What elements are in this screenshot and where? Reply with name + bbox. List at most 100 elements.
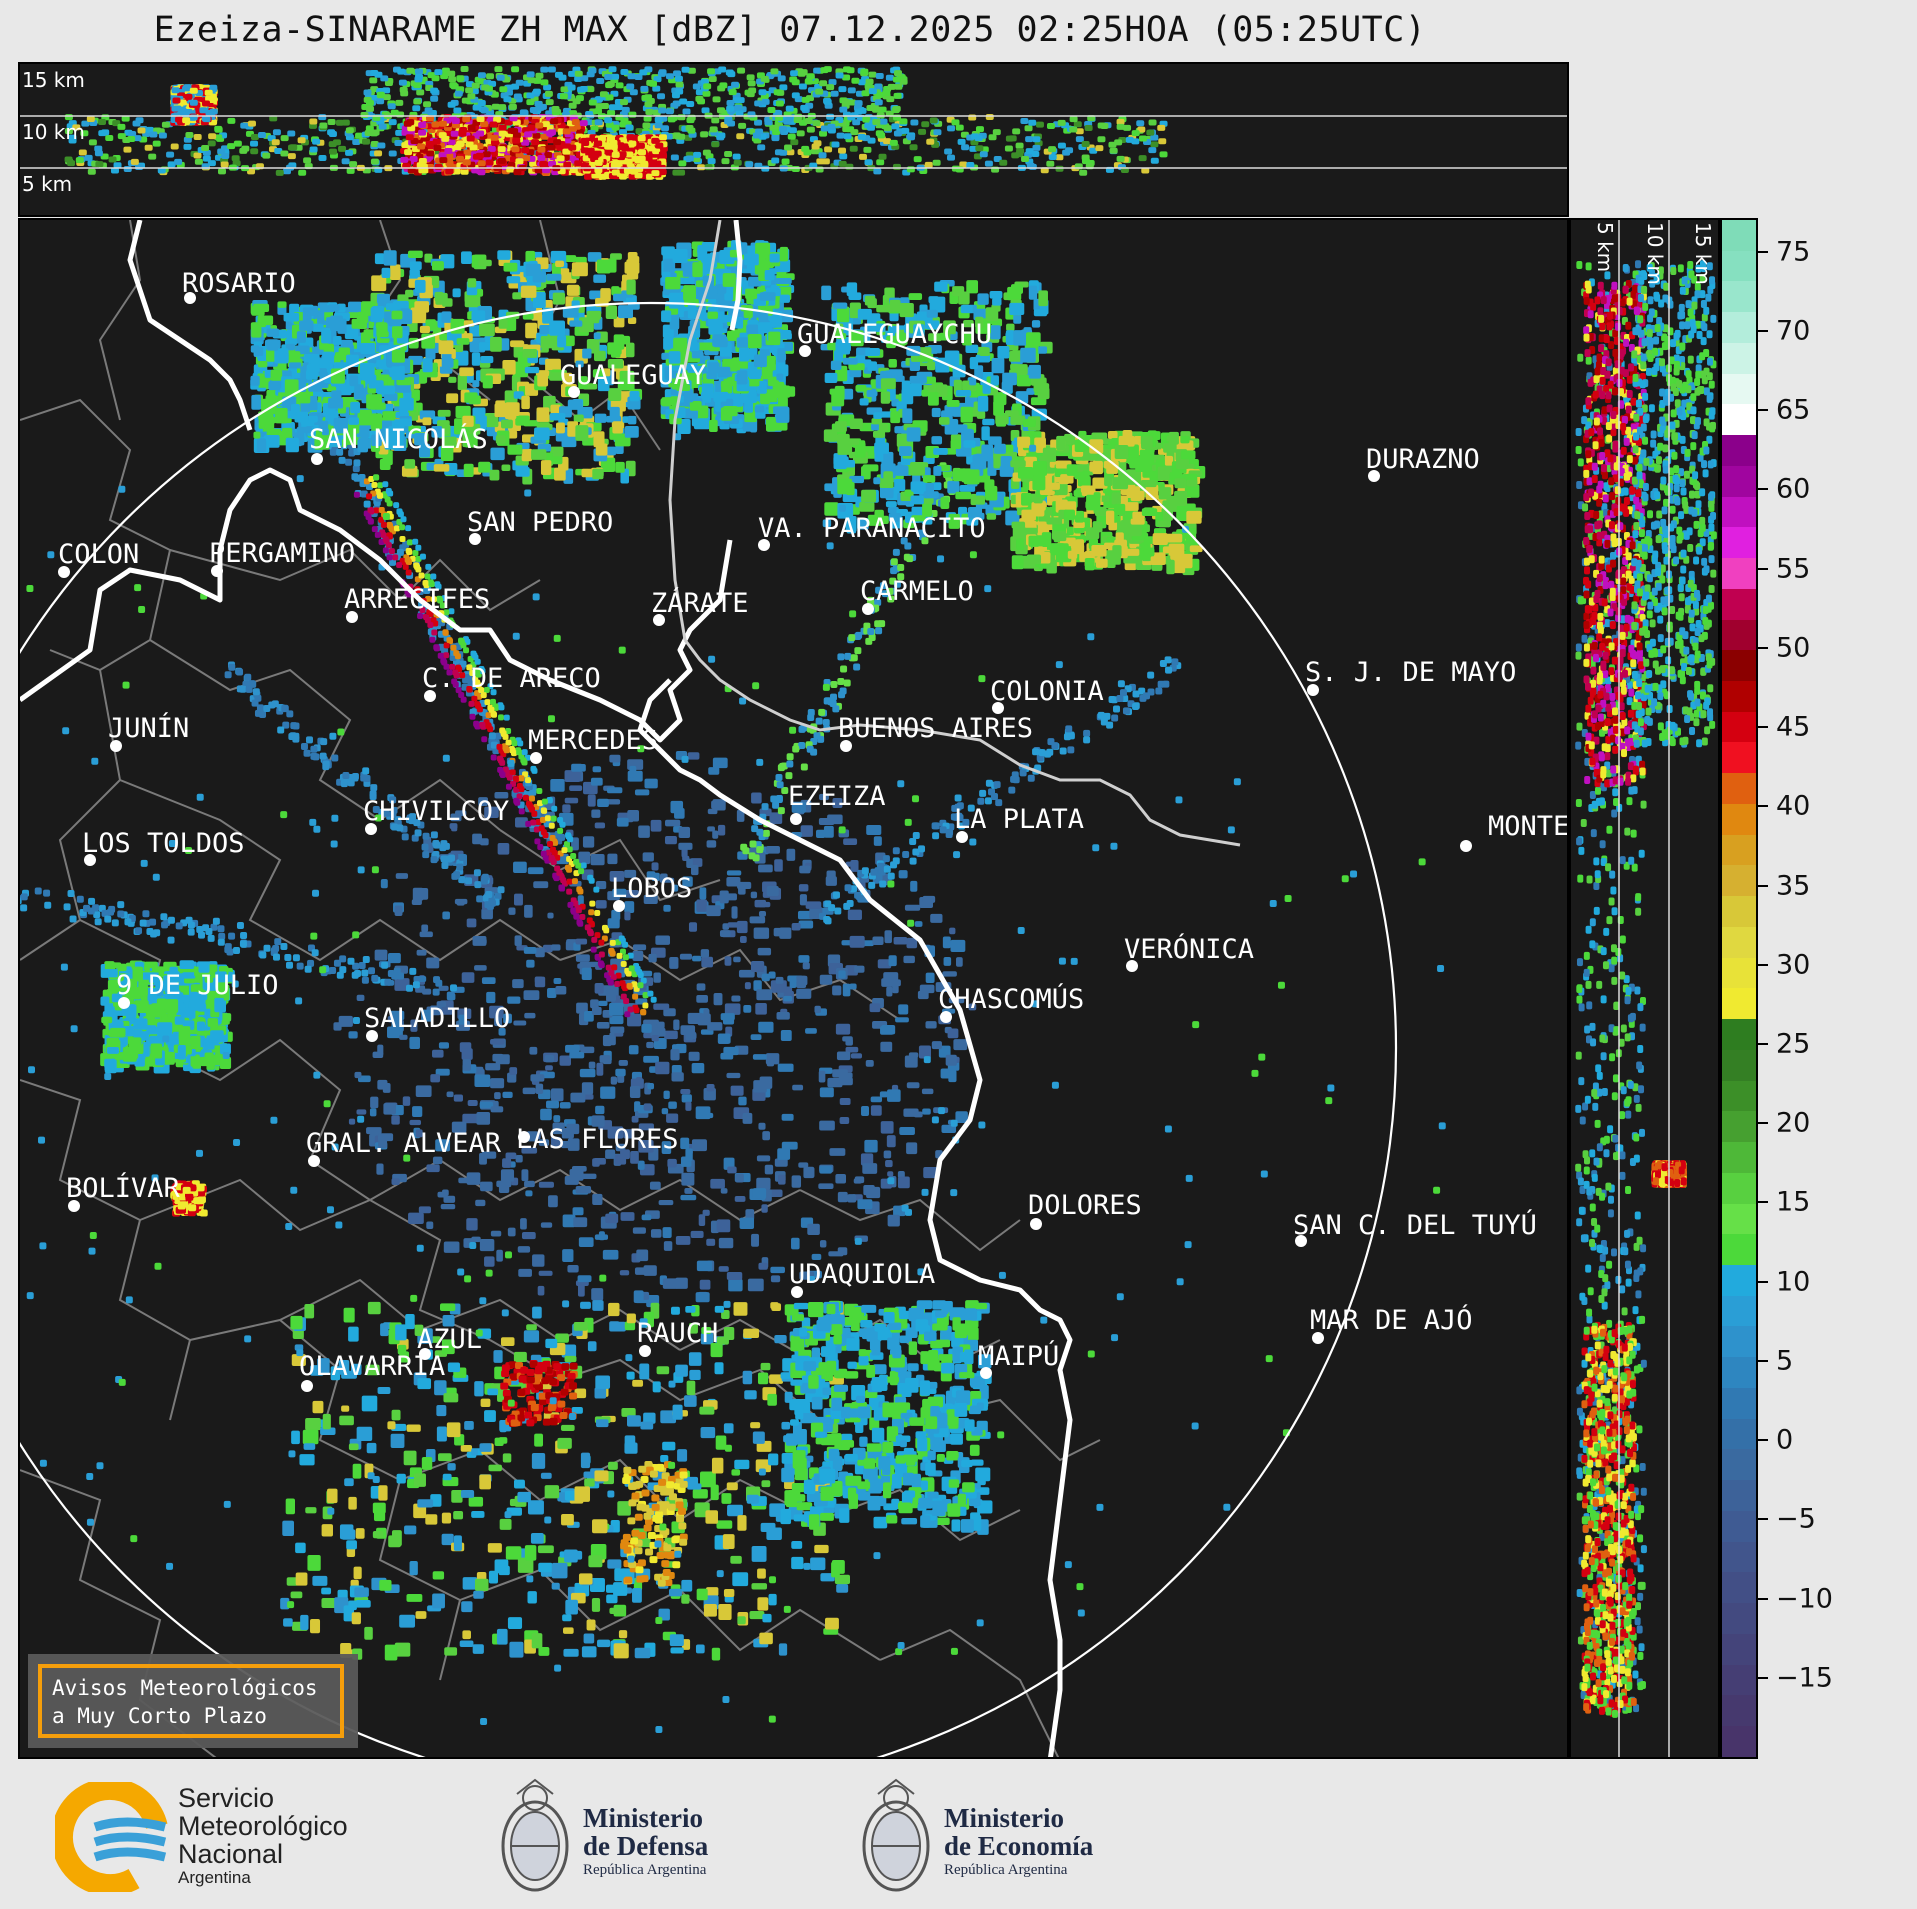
side-echo-cell xyxy=(1607,1125,1614,1134)
top-echo-cell xyxy=(341,158,350,165)
top-echo-cell xyxy=(796,130,805,137)
side-echo-cell xyxy=(1585,980,1592,989)
side-echo-cell xyxy=(1629,485,1636,494)
top-echo-cell xyxy=(760,75,769,82)
top-echo-cell xyxy=(374,71,383,78)
top-echo-cell xyxy=(893,70,902,77)
top-echo-cell xyxy=(872,119,881,126)
top-echo-cell xyxy=(450,130,459,137)
top-echo-cell xyxy=(382,87,391,94)
top-echo-cell xyxy=(275,169,284,176)
side-echo-cell xyxy=(1576,985,1583,994)
side-echo-cell xyxy=(1625,570,1632,579)
top-echo-cell xyxy=(487,145,496,152)
side-echo-cell xyxy=(1624,996,1631,1005)
side-echo-cell xyxy=(1593,736,1600,745)
side-echo-cell xyxy=(1598,1294,1605,1303)
top-echo-cell xyxy=(586,86,595,93)
top-echo-cell xyxy=(634,73,643,80)
side-echo-cell xyxy=(1607,454,1614,463)
side-echo-cell xyxy=(1600,995,1607,1004)
top-echo-cell xyxy=(431,121,440,128)
side-echo-cell xyxy=(1634,1602,1641,1611)
side-profile-plot xyxy=(1575,220,1717,1757)
top-echo-cell xyxy=(271,139,280,146)
side-echo-cell xyxy=(1612,1074,1619,1083)
side-echo-cell xyxy=(1599,840,1606,849)
top-echo-cell xyxy=(651,137,660,144)
top-echo-cell xyxy=(819,80,828,87)
top-echo-cell xyxy=(562,128,571,135)
top-echo-cell xyxy=(471,82,480,89)
top-echo-cell xyxy=(532,132,541,139)
top-echo-cell xyxy=(467,124,476,131)
top-echo-cell xyxy=(787,133,796,140)
top-echo-cell xyxy=(95,161,104,168)
side-echo-cell xyxy=(1625,405,1632,414)
side-echo-cell xyxy=(1639,996,1646,1005)
side-echo-cell xyxy=(1575,1051,1582,1060)
top-echo-cell xyxy=(630,168,639,175)
side-echo-cell xyxy=(1690,442,1697,451)
top-echo-cell xyxy=(752,132,761,139)
side-echo-cell xyxy=(1623,508,1630,517)
top-echo-cell xyxy=(171,105,180,112)
side-echo-cell xyxy=(1591,1173,1598,1182)
side-echo-cell xyxy=(1633,594,1640,603)
top-echo-cell xyxy=(863,146,872,153)
side-echo-cell xyxy=(1610,765,1617,774)
side-echo-cell xyxy=(1622,264,1629,273)
top-echo-cell xyxy=(233,140,242,147)
top-echo-cell xyxy=(875,73,884,80)
top-echo-cell xyxy=(465,87,474,94)
top-echo-cell xyxy=(536,104,545,111)
top-echo-cell xyxy=(441,135,450,142)
side-echo-cell xyxy=(1633,1242,1640,1251)
side-echo-cell xyxy=(1603,1149,1610,1158)
top-echo-cell xyxy=(653,160,662,167)
top-echo-cell xyxy=(540,66,549,73)
top-echo-cell xyxy=(804,78,813,85)
top-echo-cell xyxy=(384,80,393,87)
top-echo-cell xyxy=(430,95,439,102)
top-echo-cell xyxy=(377,142,386,149)
side-echo-cell xyxy=(1576,1492,1583,1501)
side-echo-cell xyxy=(1610,551,1617,560)
top-echo-cell xyxy=(182,85,191,92)
top-echo-cell xyxy=(686,101,695,108)
top-echo-cell xyxy=(149,131,158,138)
top-echo-cell xyxy=(577,86,586,93)
top-echo-cell xyxy=(1125,136,1134,143)
top-echo-cell xyxy=(130,158,139,165)
side-echo-cell xyxy=(1623,437,1630,446)
side-echo-cell xyxy=(1591,1088,1598,1097)
side-echo-cell xyxy=(1640,1487,1647,1496)
top-echo-cell xyxy=(553,139,562,146)
side-echo-cell xyxy=(1578,1003,1585,1012)
side-echo-cell xyxy=(1632,1083,1639,1092)
side-echo-cell xyxy=(1590,829,1597,838)
top-echo-cell xyxy=(81,120,90,127)
side-echo-cell xyxy=(1583,1166,1590,1175)
side-echo-cell xyxy=(1619,935,1626,944)
top-echo-cell xyxy=(499,86,508,93)
side-echo-cell xyxy=(1599,1192,1606,1201)
top-echo-cell xyxy=(864,159,873,166)
top-echo-cell xyxy=(716,107,725,114)
top-echo-cell xyxy=(894,83,903,90)
top-echo-cell xyxy=(84,154,93,161)
top-echo-cell xyxy=(854,108,863,115)
top-echo-cell xyxy=(477,99,486,106)
top-echo-cell xyxy=(511,146,520,153)
top-echo-cell xyxy=(810,148,819,155)
side-echo-cell xyxy=(1575,446,1582,455)
top-echo-cell xyxy=(861,90,870,97)
top-echo-cell xyxy=(774,110,783,117)
top-echo-cell xyxy=(718,66,727,73)
top-echo-cell xyxy=(1095,145,1104,152)
side-echo-cell xyxy=(1604,619,1611,628)
top-echo-cell xyxy=(773,89,782,96)
top-echo-cell xyxy=(418,129,427,136)
top-echo-cell xyxy=(783,118,792,125)
top-echo-cell xyxy=(640,85,649,92)
